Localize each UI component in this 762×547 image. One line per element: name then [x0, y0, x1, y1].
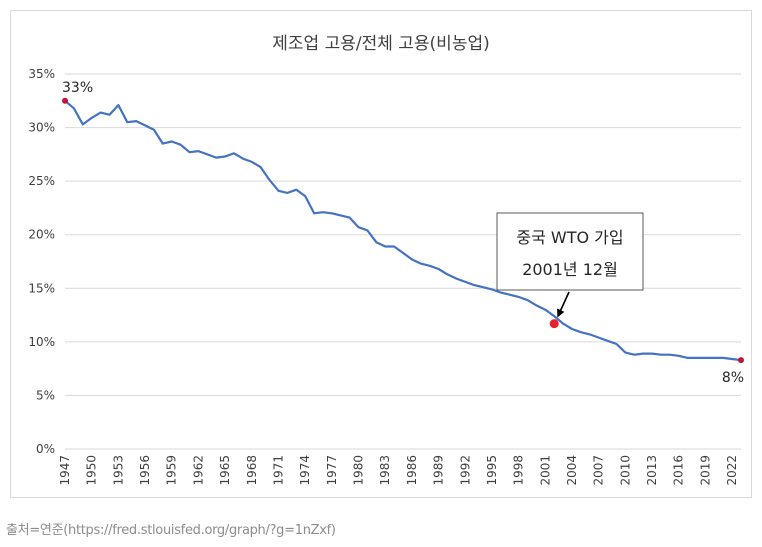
- x-tick-label: 2010: [618, 455, 632, 486]
- data-label: 33%: [62, 80, 93, 96]
- x-tick-label: 2022: [725, 455, 739, 486]
- x-tick-label: 1980: [352, 455, 366, 486]
- callout: 중국 WTO 가입 2001년 12월: [496, 212, 644, 329]
- data-label: 8%: [722, 370, 744, 386]
- chart-title: 제조업 고용/전체 고용(비농업): [272, 34, 489, 54]
- callout-arrowhead: [557, 308, 565, 318]
- x-tick-label: 1977: [325, 455, 339, 486]
- x-tick-label: 1998: [512, 455, 526, 486]
- callout-line1: 중국 WTO 가입: [516, 228, 623, 247]
- x-tick-label: 1974: [298, 455, 312, 486]
- series-layer: [64, 99, 742, 362]
- x-tick-label: 1992: [458, 455, 472, 486]
- endpoint-marker: [62, 97, 68, 104]
- x-tick-label: 1959: [165, 455, 179, 486]
- source-caption: 출처=연준(https://fred.stlouisfed.org/graph/…: [6, 523, 336, 538]
- x-tick-label: 1983: [378, 455, 392, 486]
- line-chart: 제조업 고용/전체 고용(비농업) 0% 5% 10% 15% 20% 25% 30% 35%…: [28, 34, 744, 486]
- y-tick-label: 5%: [36, 388, 55, 402]
- y-tick-label: 20%: [28, 228, 55, 242]
- y-tick-label: 35%: [28, 67, 55, 81]
- x-tick-label: 2007: [592, 455, 606, 486]
- x-tick-label: 2004: [565, 455, 579, 486]
- x-tick-label: 1950: [85, 455, 99, 486]
- x-tick-label: 2013: [645, 455, 659, 486]
- callout-box: [496, 212, 644, 291]
- endpoint-marker: [738, 357, 744, 364]
- y-axis-labels: 0% 5% 10% 15% 20% 25% 30% 35%: [28, 67, 55, 456]
- wto-highlight-marker: [549, 319, 559, 329]
- series-line: [64, 99, 742, 362]
- x-tick-label: 2016: [672, 455, 686, 486]
- x-tick-label: 2001: [538, 455, 552, 486]
- x-axis-labels: 1947 1950 1953 1956 1959 1962 1965 1968 1971 1974…: [58, 455, 739, 486]
- annotations: 33% 8%: [62, 80, 744, 386]
- y-tick-label: 10%: [28, 335, 55, 349]
- x-tick-label: 1956: [138, 455, 152, 486]
- x-tick-label: 1989: [432, 455, 446, 486]
- chart-frame: 제조업 고용/전체 고용(비농업) 0% 5% 10% 15% 20% 25% 30% 35%…: [10, 10, 752, 498]
- x-tick-label: 1986: [405, 455, 419, 486]
- x-tick-label: 1968: [245, 455, 259, 486]
- x-tick-label: 1962: [191, 455, 205, 486]
- gridlines: [65, 73, 741, 450]
- callout-line2: 2001년 12월: [522, 260, 618, 279]
- x-tick-label: 1953: [111, 455, 125, 486]
- y-tick-label: 0%: [36, 442, 55, 456]
- x-tick-label: 1965: [218, 455, 232, 486]
- y-tick-label: 30%: [28, 121, 55, 135]
- x-tick-label: 1971: [271, 455, 285, 486]
- x-tick-label: 1947: [58, 455, 72, 486]
- y-tick-label: 25%: [28, 174, 55, 188]
- x-tick-label: 1995: [485, 455, 499, 486]
- x-tick-label: 2019: [698, 455, 712, 486]
- y-tick-label: 15%: [28, 281, 55, 295]
